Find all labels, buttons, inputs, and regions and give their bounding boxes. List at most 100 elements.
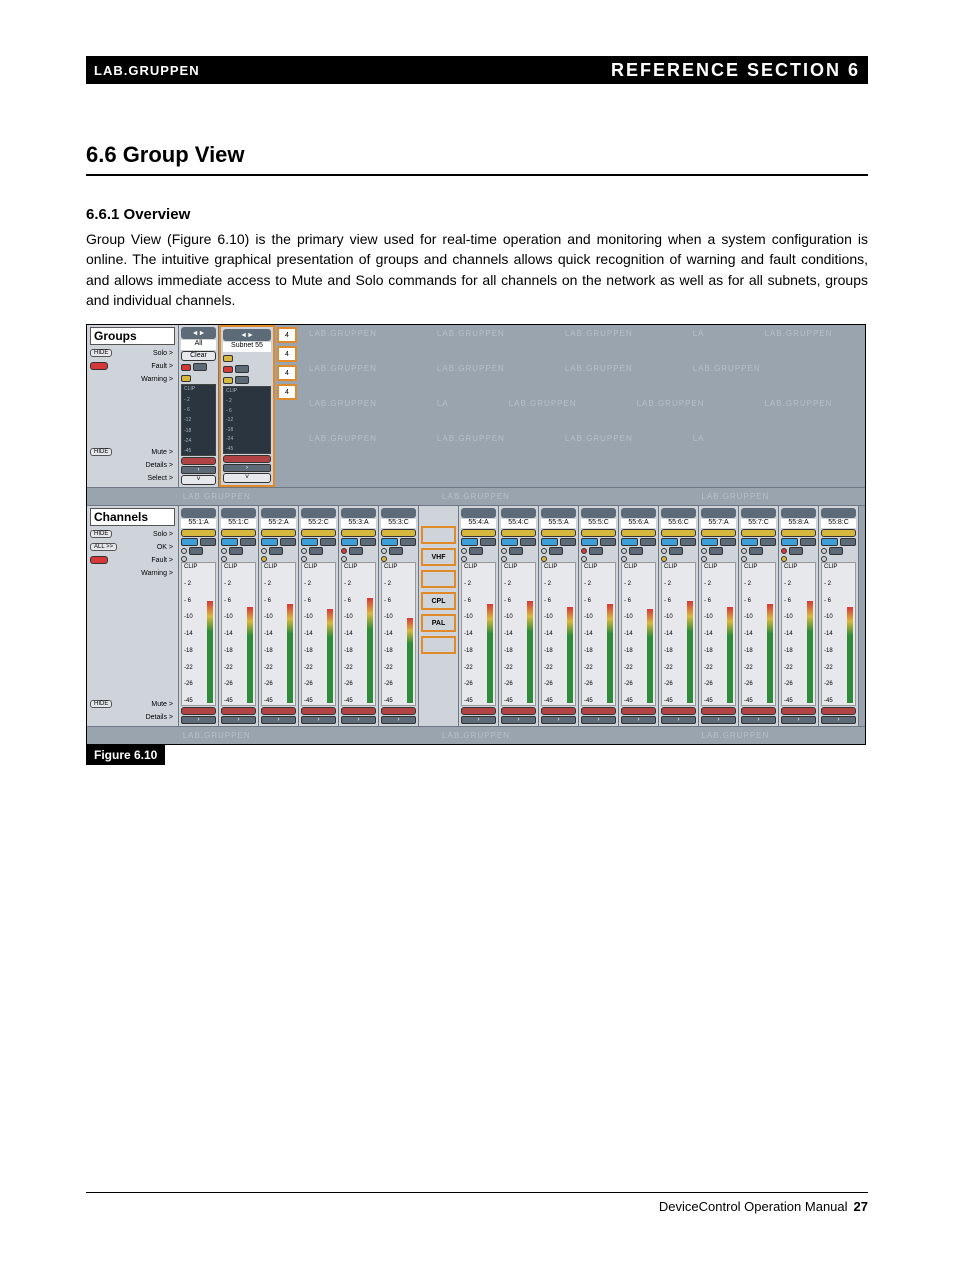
solo-button[interactable] (221, 529, 256, 537)
channel-nav-icon[interactable] (741, 508, 776, 518)
details-button[interactable]: › (741, 716, 776, 724)
details-button[interactable]: › (221, 716, 256, 724)
channel-strip[interactable]: 55:1:CCLIP- 2- 6-10-14-18-22-26-45› (219, 506, 259, 726)
mute-button[interactable] (181, 707, 216, 715)
utility-box[interactable]: CPL (421, 592, 456, 610)
hide-button-2[interactable]: HIDE (90, 448, 112, 456)
utility-box[interactable]: VHF (421, 548, 456, 566)
hide-button-2[interactable]: HIDE (90, 700, 112, 708)
mute-button[interactable] (461, 707, 496, 715)
details-button[interactable]: › (581, 716, 616, 724)
clear-button[interactable]: Clear (181, 351, 216, 361)
channel-strip[interactable]: 55:3:CCLIP- 2- 6-10-14-18-22-26-45› (379, 506, 419, 726)
solo-button[interactable] (541, 529, 576, 537)
channel-nav-icon[interactable] (301, 508, 336, 518)
channel-nav-icon[interactable] (221, 508, 256, 518)
channel-nav-icon[interactable] (541, 508, 576, 518)
channel-strip[interactable]: 55:1:ACLIP- 2- 6-10-14-18-22-26-45› (179, 506, 219, 726)
channel-nav-icon[interactable] (261, 508, 296, 518)
details-button[interactable]: › (301, 716, 336, 724)
channel-strip[interactable]: 55:8:ACLIP- 2- 6-10-14-18-22-26-45› (779, 506, 819, 726)
solo-button[interactable] (341, 529, 376, 537)
solo-button[interactable] (301, 529, 336, 537)
mute-button[interactable] (301, 707, 336, 715)
mute-button[interactable] (221, 707, 256, 715)
group-select[interactable]: ˅ (181, 475, 216, 485)
utility-box[interactable] (421, 636, 456, 654)
channel-nav-icon[interactable] (701, 508, 736, 518)
channel-strip[interactable]: 55:5:CCLIP- 2- 6-10-14-18-22-26-45› (579, 506, 619, 726)
solo-button[interactable] (181, 529, 216, 537)
mute-button[interactable] (261, 707, 296, 715)
hide-button[interactable]: HIDE (90, 349, 112, 357)
solo-button[interactable] (621, 529, 656, 537)
details-button[interactable]: › (181, 716, 216, 724)
solo-button[interactable] (501, 529, 536, 537)
mute-button[interactable] (381, 707, 416, 715)
group-nav-icon[interactable]: ◄► (181, 327, 216, 339)
solo-button[interactable] (741, 529, 776, 537)
channel-nav-icon[interactable] (661, 508, 696, 518)
solo-button[interactable] (701, 529, 736, 537)
solo-button[interactable] (581, 529, 616, 537)
group-mute-button[interactable] (181, 457, 216, 465)
channel-strip[interactable]: 55:2:ACLIP- 2- 6-10-14-18-22-26-45› (259, 506, 299, 726)
side-box[interactable]: 4 (277, 365, 297, 381)
channel-strip[interactable]: 55:7:CCLIP- 2- 6-10-14-18-22-26-45› (739, 506, 779, 726)
utility-box[interactable] (421, 570, 456, 588)
details-button[interactable]: › (821, 716, 856, 724)
details-button[interactable]: › (621, 716, 656, 724)
mute-button[interactable] (741, 707, 776, 715)
channel-strip[interactable]: 55:6:CCLIP- 2- 6-10-14-18-22-26-45› (659, 506, 699, 726)
channel-strip[interactable]: 55:3:ACLIP- 2- 6-10-14-18-22-26-45› (339, 506, 379, 726)
details-button[interactable]: › (341, 716, 376, 724)
details-button[interactable]: › (261, 716, 296, 724)
details-button[interactable]: › (781, 716, 816, 724)
solo-button[interactable] (661, 529, 696, 537)
mute-button[interactable] (581, 707, 616, 715)
side-box[interactable]: 4 (277, 384, 297, 400)
mute-button[interactable] (341, 707, 376, 715)
channel-nav-icon[interactable] (501, 508, 536, 518)
mute-button[interactable] (701, 707, 736, 715)
group-mute-button[interactable] (223, 455, 271, 463)
group-details-button[interactable]: › (181, 466, 216, 474)
mute-button[interactable] (541, 707, 576, 715)
mute-button[interactable] (781, 707, 816, 715)
channel-strip[interactable]: 55:2:CCLIP- 2- 6-10-14-18-22-26-45› (299, 506, 339, 726)
group-nav-icon[interactable]: ◄► (223, 329, 271, 341)
channel-nav-icon[interactable] (381, 508, 416, 518)
mute-button[interactable] (821, 707, 856, 715)
channel-strip[interactable]: 55:5:ACLIP- 2- 6-10-14-18-22-26-45› (539, 506, 579, 726)
channel-strip[interactable]: 55:8:CCLIP- 2- 6-10-14-18-22-26-45› (819, 506, 859, 726)
utility-box[interactable]: PAL (421, 614, 456, 632)
channel-strip[interactable]: 55:6:ACLIP- 2- 6-10-14-18-22-26-45› (619, 506, 659, 726)
nav-icon[interactable] (235, 365, 249, 373)
solo-button[interactable] (381, 529, 416, 537)
mute-button[interactable] (501, 707, 536, 715)
solo-button[interactable] (821, 529, 856, 537)
nav-icon[interactable] (193, 363, 207, 371)
channel-nav-icon[interactable] (781, 508, 816, 518)
channel-nav-icon[interactable] (341, 508, 376, 518)
mute-button[interactable] (661, 707, 696, 715)
details-button[interactable]: › (461, 716, 496, 724)
details-button[interactable]: › (701, 716, 736, 724)
all-button[interactable]: ALL >> (90, 543, 117, 551)
hide-button[interactable]: HIDE (90, 530, 112, 538)
channel-strip[interactable]: 55:7:ACLIP- 2- 6-10-14-18-22-26-45› (699, 506, 739, 726)
nav-icon[interactable] (235, 376, 249, 384)
channel-strip[interactable]: 55:4:CCLIP- 2- 6-10-14-18-22-26-45› (499, 506, 539, 726)
group-select[interactable]: ˅ (223, 473, 271, 483)
group-details-button[interactable]: › (223, 464, 271, 472)
solo-button[interactable] (461, 529, 496, 537)
utility-box[interactable] (421, 526, 456, 544)
details-button[interactable]: › (381, 716, 416, 724)
group-strip-all[interactable]: ◄► All Clear CLIP - 2 - 6 -12 -18 -24 -4… (179, 325, 219, 487)
details-button[interactable]: › (501, 716, 536, 724)
channel-nav-icon[interactable] (581, 508, 616, 518)
channel-nav-icon[interactable] (461, 508, 496, 518)
side-box[interactable]: 4 (277, 346, 297, 362)
solo-button[interactable] (781, 529, 816, 537)
mute-button[interactable] (621, 707, 656, 715)
